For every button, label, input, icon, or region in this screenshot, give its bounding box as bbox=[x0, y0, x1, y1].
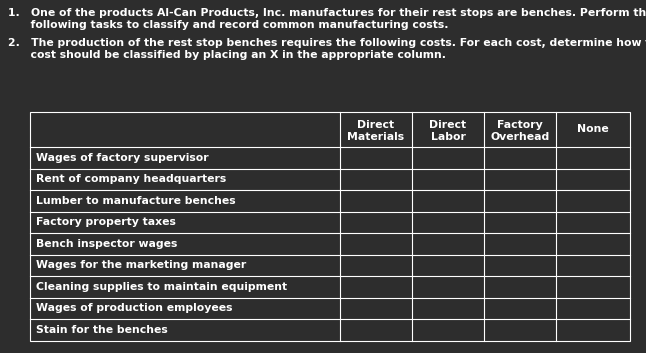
Text: Stain for the benches: Stain for the benches bbox=[36, 325, 168, 335]
Text: 1.   One of the products Al-Can Products, Inc. manufactures for their rest stops: 1. One of the products Al-Can Products, … bbox=[8, 8, 646, 18]
Text: Overhead: Overhead bbox=[490, 132, 550, 142]
Text: Direct: Direct bbox=[357, 120, 395, 130]
Text: Bench inspector wages: Bench inspector wages bbox=[36, 239, 178, 249]
Text: Factory: Factory bbox=[497, 120, 543, 130]
Text: Direct: Direct bbox=[430, 120, 466, 130]
Text: Lumber to manufacture benches: Lumber to manufacture benches bbox=[36, 196, 236, 206]
Text: Wages of production employees: Wages of production employees bbox=[36, 303, 233, 313]
Text: Labor: Labor bbox=[431, 132, 465, 142]
Text: 2.   The production of the rest stop benches requires the following costs. For e: 2. The production of the rest stop bench… bbox=[8, 38, 646, 48]
Bar bbox=[30, 112, 630, 341]
Text: Wages for the marketing manager: Wages for the marketing manager bbox=[36, 260, 246, 270]
Text: Wages of factory supervisor: Wages of factory supervisor bbox=[36, 153, 209, 163]
Text: cost should be classified by placing an X in the appropriate column.: cost should be classified by placing an … bbox=[8, 50, 446, 60]
Text: Materials: Materials bbox=[348, 132, 404, 142]
Text: Cleaning supplies to maintain equipment: Cleaning supplies to maintain equipment bbox=[36, 282, 287, 292]
Text: None: None bbox=[577, 125, 609, 134]
Text: Rent of company headquarters: Rent of company headquarters bbox=[36, 174, 226, 184]
Text: Factory property taxes: Factory property taxes bbox=[36, 217, 176, 227]
Text: following tasks to classify and record common manufacturing costs.: following tasks to classify and record c… bbox=[8, 20, 448, 30]
